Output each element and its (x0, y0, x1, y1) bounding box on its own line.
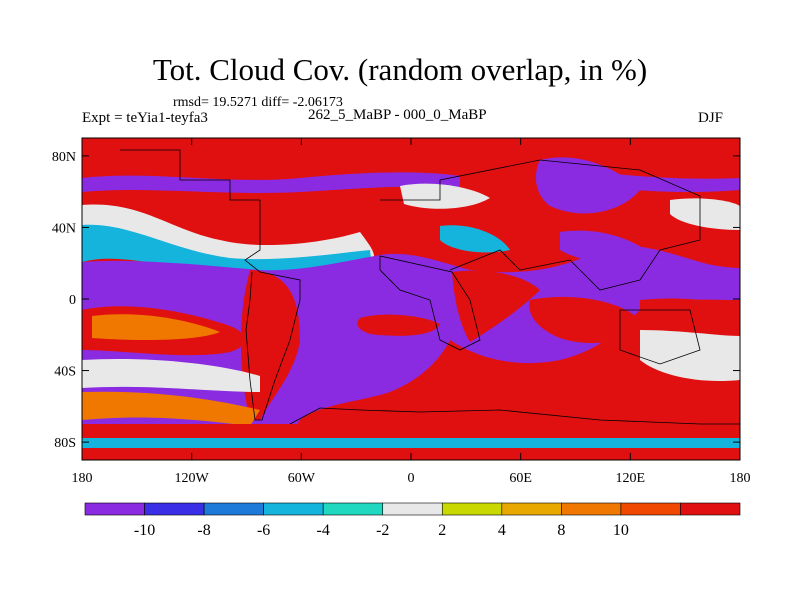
stats-line: rmsd= 19.5271 diff= -2.06173 (173, 95, 343, 110)
plot-title: Tot. Cloud Cov. (random overlap, in %) (152, 52, 648, 87)
x-tick-label: 120W (175, 471, 210, 486)
southern-white-band (82, 358, 260, 392)
coastlines (120, 149, 740, 425)
europe-cyan-patch (440, 225, 510, 253)
west-pacific-white-blob (640, 330, 740, 382)
asia-purple-patch (560, 230, 660, 265)
north-red-patch (180, 195, 300, 226)
season-label: DJF (698, 110, 724, 126)
pacific-white-patch (670, 198, 740, 230)
colorbar-label: -8 (197, 522, 210, 539)
comparison-label: 262_5_MaBP - 000_0_MaBP (308, 107, 487, 123)
colorbar-label: -2 (376, 522, 389, 539)
colorbar-labels: -10 -8 -6 -4 -2 2 4 8 10 (134, 522, 629, 539)
experiment-label: Expt = teYia1-teyfa3 (82, 110, 208, 126)
australia-coastline (619, 309, 701, 365)
colorbar-swatch (203, 502, 264, 516)
colorbar-swatch (620, 502, 681, 516)
y-tick-label: 40S (54, 365, 76, 380)
colorbar-swatch (322, 502, 384, 516)
north-cyan-band (82, 224, 372, 273)
indian-ocean-red-blob (529, 296, 640, 344)
colorbar-swatch (441, 502, 503, 516)
antarctic-cyan-band (82, 438, 740, 448)
x-tick-label: 120E (616, 471, 646, 486)
africa-coastline (379, 255, 481, 351)
axis-tick-labels: 180 120W 60W 0 60E 120E 180 80N 40N 0 40S 80S (52, 150, 751, 486)
x-tick-label: 60W (288, 471, 316, 486)
colorbar-label: 8 (557, 522, 565, 539)
x-tick-label: 180 (730, 471, 751, 486)
colorbar-label: -10 (134, 522, 155, 539)
americas-coastline (120, 149, 301, 421)
colorbar-swatch (561, 502, 622, 516)
colorbar-label: 4 (498, 522, 506, 539)
atlantic-red-blob (357, 314, 440, 336)
north-atlantic-white-patch (400, 183, 490, 209)
south-pacific-orange-core (92, 314, 220, 340)
colorbar-swatch (501, 502, 562, 516)
colorbar-label: -6 (257, 522, 270, 539)
colorbar-swatch (144, 502, 205, 516)
colorbar (84, 502, 741, 516)
southern-orange-band (82, 391, 260, 426)
y-tick-label: 80S (54, 436, 76, 451)
africa-red (452, 270, 540, 342)
y-tick-label: 80N (52, 150, 76, 165)
arctic-purple-band (82, 172, 460, 193)
map-field (82, 138, 740, 460)
siberia-purple-patch (535, 157, 640, 214)
eurasia-coastline (380, 159, 701, 291)
y-tick-label: 0 (69, 293, 76, 308)
colorbar-swatch (680, 502, 741, 516)
antarctic-red-band (82, 424, 740, 439)
colorbar-label: 10 (613, 522, 629, 539)
colorbar-swatch (382, 502, 443, 516)
axis-ticks (81, 138, 741, 460)
colorbar-swatch (263, 502, 324, 516)
y-tick-label: 40N (52, 221, 76, 236)
x-tick-label: 180 (72, 471, 93, 486)
antarctica-coastline (289, 407, 740, 425)
colorbar-label: -4 (317, 522, 330, 539)
x-tick-label: 0 (408, 471, 415, 486)
colorbar-swatch (84, 502, 145, 516)
x-tick-label: 60E (509, 471, 532, 486)
colorbar-label: 2 (438, 522, 446, 539)
